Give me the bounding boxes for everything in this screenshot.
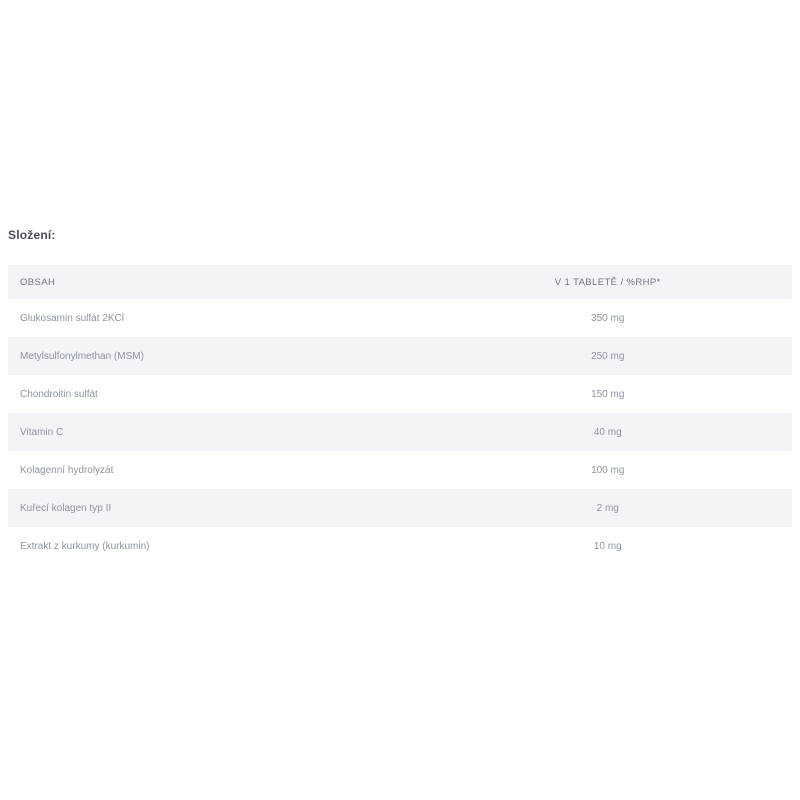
ingredient-amount: 350 mg: [591, 312, 625, 324]
ingredient-name: Kuřecí kolagen typ II: [20, 502, 112, 514]
table-row: Kolagenní hydrolyzát 100 mg: [8, 451, 792, 489]
ingredient-amount: 150 mg: [591, 388, 625, 400]
ingredient-name: Extrakt z kurkumy (kurkumin): [20, 540, 150, 552]
ingredient-amount: 2 mg: [596, 502, 619, 514]
ingredient-name: Chondroitin sulfát: [20, 388, 98, 400]
section-title: Složení:: [8, 228, 56, 242]
table-body: Glukosamin sulfát 2KCl 350 mg Metylsulfony…: [8, 299, 792, 565]
ingredient-amount: 40 mg: [593, 426, 622, 438]
table-row: Metylsulfonylmethan (MSM) 250 mg: [8, 337, 792, 375]
ingredient-amount: 250 mg: [591, 350, 625, 362]
composition-table: OBSAH V 1 TABLETĚ / %RHP* Glukosamin sul…: [8, 265, 792, 565]
table-header-row: OBSAH V 1 TABLETĚ / %RHP*: [8, 265, 792, 299]
table-row: Chondroitin sulfát 150 mg: [8, 375, 792, 413]
ingredient-amount: 100 mg: [591, 464, 625, 476]
table-row: Glukosamin sulfát 2KCl 350 mg: [8, 299, 792, 337]
ingredient-amount: 10 mg: [593, 540, 622, 552]
table-row: Extrakt z kurkumy (kurkumin) 10 mg: [8, 527, 792, 565]
ingredient-name: Metylsulfonylmethan (MSM): [20, 350, 144, 362]
column-header-amount: V 1 TABLETĚ / %RHP*: [554, 276, 661, 288]
ingredient-name: Vitamin C: [20, 426, 64, 438]
column-header-ingredient: OBSAH: [20, 276, 56, 288]
ingredient-name: Glukosamin sulfát 2KCl: [20, 312, 124, 324]
ingredient-name: Kolagenní hydrolyzát: [20, 464, 114, 476]
table-row: Vitamin C 40 mg: [8, 413, 792, 451]
table-row: Kuřecí kolagen typ II 2 mg: [8, 489, 792, 527]
product-composition-section: Složení: OBSAH V 1 TABLETĚ / %RHP* Gluko…: [8, 228, 792, 565]
